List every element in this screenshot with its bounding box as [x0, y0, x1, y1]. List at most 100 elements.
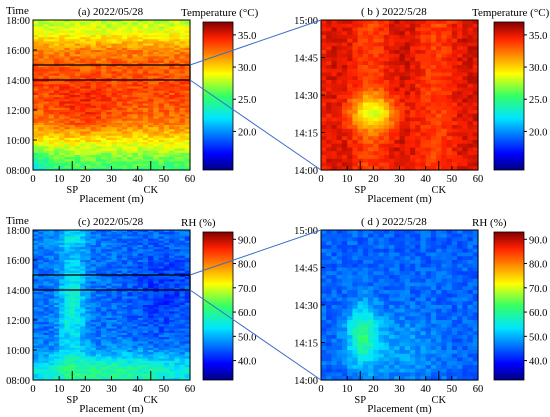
heatmap-cell: [358, 35, 364, 39]
heatmap-cell: [431, 159, 437, 163]
heatmap-cell: [347, 140, 353, 144]
heatmap-cell: [363, 73, 369, 77]
heatmap-cell: [447, 88, 453, 92]
heatmap-cell: [441, 95, 447, 99]
colorbar-tick-label: 20.0: [529, 127, 547, 138]
heatmap-cell: [331, 151, 337, 155]
heatmap-cell: [400, 20, 406, 24]
heatmap-cell: [447, 73, 453, 77]
heatmap-cell: [337, 103, 343, 107]
heatmap-cell: [400, 121, 406, 125]
heatmap-cell: [363, 50, 369, 54]
heatmap-cell: [363, 54, 369, 58]
heatmap-cell: [452, 121, 458, 125]
heatmap-cell: [331, 50, 337, 54]
heatmap-cell: [326, 159, 332, 163]
heatmap-cell: [337, 133, 343, 137]
heatmap-cell: [436, 144, 442, 148]
heatmap-cell: [431, 129, 437, 133]
heatmap-cell: [347, 28, 353, 32]
heatmap-cell: [331, 140, 337, 144]
heatmap-cell: [410, 35, 416, 39]
heatmap-cell: [431, 28, 437, 32]
heatmap-cell: [384, 80, 390, 84]
heatmap-cell: [452, 151, 458, 155]
heatmap-cell: [426, 88, 432, 92]
heatmap-cell: [337, 91, 343, 95]
heatmap-cell: [457, 91, 463, 95]
heatmap-cell: [420, 61, 426, 65]
heatmap-cell: [358, 80, 364, 84]
heatmap-cell: [457, 118, 463, 122]
heatmap-cell: [426, 136, 432, 140]
heatmap-cell: [431, 155, 437, 159]
heatmap-cell: [436, 73, 442, 77]
heatmap-cell: [452, 133, 458, 137]
heatmap-cell: [441, 159, 447, 163]
heatmap-cell: [400, 103, 406, 107]
heatmap-cell: [415, 136, 421, 140]
heatmap-cell: [368, 65, 374, 69]
heatmap-cell: [368, 76, 374, 80]
heatmap-cell: [352, 50, 358, 54]
heatmap-cell: [368, 84, 374, 88]
heatmap-cell: [447, 80, 453, 84]
heatmap-cell: [352, 155, 358, 159]
heatmap-cell: [415, 95, 421, 99]
heatmap-cell: [441, 118, 447, 122]
heatmap-cell: [441, 155, 447, 159]
heatmap-cell: [452, 73, 458, 77]
y-tick-label: 16:00: [6, 46, 30, 57]
y-tick-label: 10:00: [6, 136, 30, 147]
x-tick-label: 50: [159, 174, 170, 185]
x-tick-label: 30: [106, 174, 117, 185]
heatmap-cell: [358, 69, 364, 73]
heatmap-cell: [420, 65, 426, 69]
heatmap-cell: [452, 136, 458, 140]
heatmap-cell: [394, 24, 400, 28]
heatmap-cell: [436, 88, 442, 92]
heatmap-cell: [400, 106, 406, 110]
heatmap-cell: [368, 35, 374, 39]
heatmap-cell: [331, 99, 337, 103]
heatmap-cell: [426, 39, 432, 43]
heatmap-cell: [452, 80, 458, 84]
heatmap-cell: [394, 20, 400, 24]
x-tick-label: 20: [368, 174, 379, 185]
heatmap-cell: [363, 151, 369, 155]
heatmap-cell: [436, 43, 442, 47]
heatmap-cell: [326, 95, 332, 99]
heatmap-cell: [468, 39, 474, 43]
heatmap-cell: [420, 46, 426, 50]
heatmap-cell: [337, 84, 343, 88]
heatmap-cell: [379, 110, 385, 114]
heatmap-cell: [342, 43, 348, 47]
heatmap-cell: [326, 110, 332, 114]
heatmap-cell: [326, 151, 332, 155]
heatmap-cell: [457, 61, 463, 65]
heatmap-cell: [452, 95, 458, 99]
heatmap-cell: [368, 28, 374, 32]
heatmap-cell: [415, 43, 421, 47]
heatmap-cell: [457, 133, 463, 137]
heatmap-cell: [431, 121, 437, 125]
heatmap-cell: [358, 144, 364, 148]
heatmap-cell: [441, 80, 447, 84]
heatmap-cell: [431, 106, 437, 110]
heatmap-cell: [352, 95, 358, 99]
heatmap-cell: [436, 148, 442, 152]
heatmap-cell: [462, 46, 468, 50]
x-tick-label: 40: [132, 174, 143, 185]
heatmap-cell: [368, 133, 374, 137]
heatmap-cell: [426, 95, 432, 99]
heatmap-cell: [347, 91, 353, 95]
heatmap-cell: [363, 91, 369, 95]
heatmap-cell: [326, 118, 332, 122]
heatmap-cell: [321, 155, 327, 159]
heatmap-cell: [352, 58, 358, 62]
heatmap-cell: [405, 148, 411, 152]
heatmap-cell: [400, 24, 406, 28]
heatmap-cell: [326, 121, 332, 125]
heatmap-cell: [347, 65, 353, 69]
heatmap-cell: [394, 118, 400, 122]
